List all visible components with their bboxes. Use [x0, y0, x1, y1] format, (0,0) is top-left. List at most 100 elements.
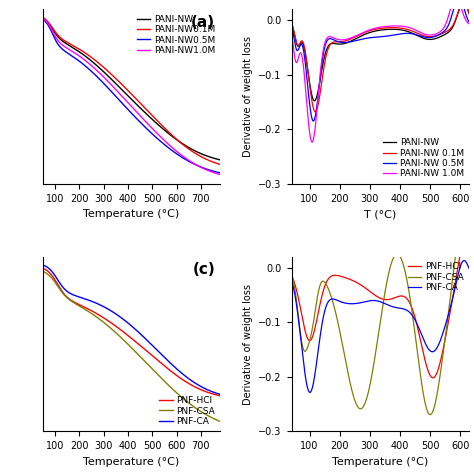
PNF-CA: [58, 283, 64, 288]
PANI-NW: [311, 98, 317, 104]
PANI-NW 1.0M: [289, 30, 294, 36]
PNF-CA: [40, 262, 46, 268]
PANI-NW 0.5M: [368, 35, 374, 40]
PANI-NW0.5M: [40, 16, 46, 22]
PANI-NW 0.1M: [307, 85, 313, 91]
PANI-NW: [289, 21, 294, 27]
PANI-NW 0.1M: [368, 27, 374, 33]
PANI-NW0.1M: [58, 36, 64, 41]
PANI-NW 0.1M: [312, 109, 318, 115]
PNF-CA: [413, 319, 419, 324]
Y-axis label: Derivative of weight loss: Derivative of weight loss: [243, 36, 253, 157]
PANI-NW1.0M: [182, 155, 188, 161]
PANI-NW: [40, 16, 46, 21]
PANI-NW: [114, 82, 119, 87]
PNF-HCl: [430, 375, 436, 381]
PANI-NW0.5M: [58, 46, 64, 51]
PNF-HCl: [368, 290, 374, 295]
PANI-NW: [430, 36, 436, 42]
PANI-NW: [461, 0, 466, 5]
Line: PANI-NW0.1M: PANI-NW0.1M: [43, 18, 225, 166]
PNF-HCl: [58, 287, 64, 293]
PANI-NW1.0M: [222, 173, 228, 179]
PANI-NW: [165, 130, 171, 136]
PANI-NW 0.5M: [469, 23, 474, 28]
PANI-NW0.1M: [185, 146, 191, 152]
PNF-HCl: [362, 285, 367, 291]
PANI-NW0.1M: [222, 163, 228, 169]
PNF-CA: [307, 390, 313, 395]
PNF-CSA: [427, 412, 433, 418]
PANI-NW: [362, 32, 368, 37]
PANI-NW 0.5M: [433, 33, 439, 39]
PANI-NW0.1M: [182, 144, 188, 149]
PNF-CSA: [433, 397, 439, 403]
PANI-NW 1.0M: [433, 31, 439, 37]
Legend: PNF-HCl, PNF-CSA, PNF-CA: PNF-HCl, PNF-CSA, PNF-CA: [407, 262, 465, 293]
PNF-HCl: [114, 324, 119, 329]
PNF-HCl: [222, 394, 228, 400]
PANI-NW0.5M: [165, 145, 171, 150]
PANI-NW: [368, 29, 374, 35]
PNF-CSA: [185, 400, 191, 405]
PNF-HCl: [469, 261, 474, 266]
PANI-NW0.5M: [222, 171, 228, 177]
X-axis label: Temperature (°C): Temperature (°C): [83, 456, 180, 466]
PNF-CA: [289, 278, 294, 283]
Line: PANI-NW: PANI-NW: [292, 2, 472, 101]
Text: (a): (a): [191, 15, 215, 30]
PNF-CSA: [458, 229, 464, 235]
Line: PANI-NW0.5M: PANI-NW0.5M: [43, 19, 225, 174]
Y-axis label: Derivative of weight loss: Derivative of weight loss: [243, 283, 253, 405]
PANI-NW 1.0M: [430, 32, 436, 38]
X-axis label: T (°C): T (°C): [364, 209, 397, 219]
Line: PANI-NW 0.1M: PANI-NW 0.1M: [292, 3, 472, 112]
PANI-NW 1.0M: [368, 27, 374, 32]
PANI-NW: [182, 143, 188, 148]
PANI-NW0.1M: [120, 83, 126, 89]
PNF-CSA: [58, 289, 64, 294]
PANI-NW 1.0M: [413, 27, 419, 33]
PNF-CA: [120, 316, 126, 322]
PANI-NW: [433, 36, 439, 41]
PANI-NW0.1M: [40, 15, 46, 20]
PANI-NW1.0M: [40, 16, 46, 21]
Line: PANI-NW 1.0M: PANI-NW 1.0M: [292, 0, 472, 142]
Line: PNF-CSA: PNF-CSA: [43, 271, 225, 423]
PNF-CSA: [165, 382, 171, 388]
PANI-NW0.5M: [114, 94, 119, 100]
PANI-NW 1.0M: [307, 132, 313, 138]
PANI-NW 0.5M: [362, 36, 368, 41]
PNF-CSA: [368, 376, 374, 382]
PANI-NW 0.1M: [430, 34, 436, 39]
PNF-HCl: [462, 243, 467, 249]
Line: PNF-CA: PNF-CA: [292, 261, 472, 392]
Line: PNF-CSA: PNF-CSA: [292, 232, 472, 415]
PNF-CSA: [430, 409, 436, 415]
X-axis label: Temperature (°C): Temperature (°C): [83, 209, 180, 219]
PANI-NW 1.0M: [362, 29, 368, 35]
PNF-HCl: [413, 317, 419, 323]
PANI-NW: [58, 37, 64, 43]
PANI-NW 1.0M: [469, 22, 474, 28]
Legend: PANI-NW, PANI-NW0.1M, PANI-NW0.5M, PANI-NW1.0M: PANI-NW, PANI-NW0.1M, PANI-NW0.5M, PANI-…: [136, 14, 216, 56]
PANI-NW: [469, 19, 474, 25]
PNF-HCl: [433, 372, 439, 378]
PNF-CSA: [362, 401, 367, 407]
PANI-NW 0.5M: [310, 118, 316, 124]
PNF-CSA: [120, 337, 126, 342]
PNF-CSA: [289, 272, 294, 277]
PANI-NW0.1M: [114, 76, 119, 82]
PNF-CA: [307, 390, 313, 395]
X-axis label: Temperature (°C): Temperature (°C): [332, 456, 428, 466]
Line: PNF-CA: PNF-CA: [43, 265, 225, 396]
PANI-NW 0.5M: [413, 32, 419, 37]
PANI-NW: [222, 158, 228, 164]
PNF-HCl: [307, 338, 313, 344]
PANI-NW: [413, 32, 419, 38]
PNF-HCl: [40, 265, 46, 271]
PANI-NW 0.1M: [469, 18, 474, 24]
PANI-NW: [307, 82, 313, 88]
PNF-CSA: [307, 337, 313, 342]
PANI-NW0.1M: [165, 128, 171, 134]
